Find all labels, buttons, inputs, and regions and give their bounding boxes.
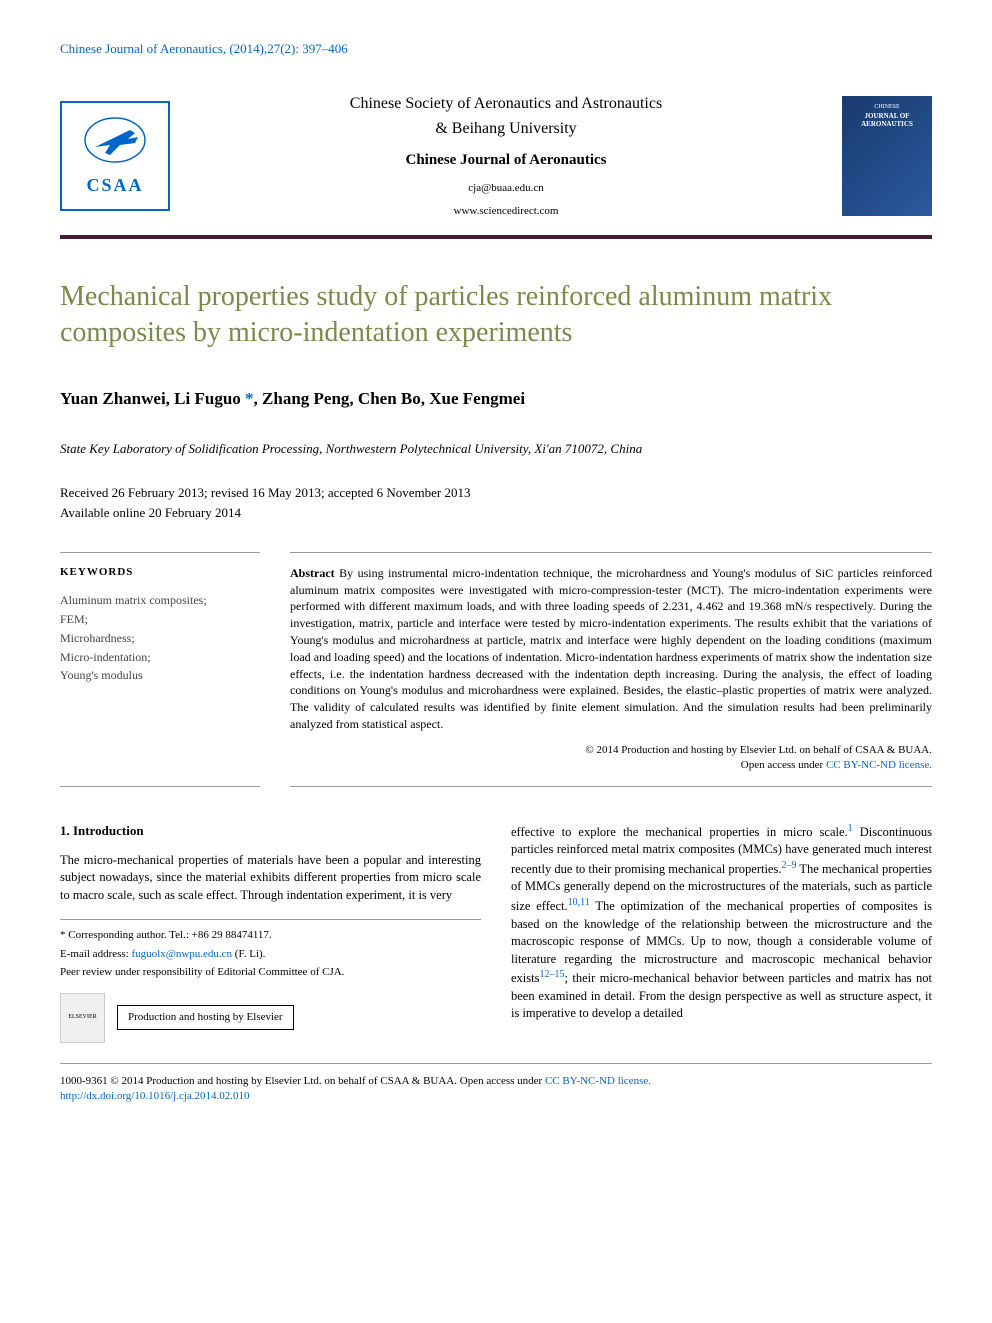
- authors-rest: , Zhang Peng, Chen Bo, Xue Fengmei: [254, 389, 526, 408]
- doi-link[interactable]: http://dx.doi.org/10.1016/j.cja.2014.02.…: [60, 1090, 250, 1102]
- body-columns: 1. Introduction The micro-mechanical pro…: [60, 822, 932, 1043]
- keywords-box: KEYWORDS Aluminum matrix composites; FEM…: [60, 552, 260, 787]
- logo-abbreviation: CSAA: [86, 173, 143, 198]
- keyword-item: Aluminum matrix composites;: [60, 592, 260, 609]
- journal-email: cja@buaa.edu.cn: [190, 181, 822, 196]
- intro-heading: 1. Introduction: [60, 822, 481, 840]
- cover-prefix: CHINESE: [874, 104, 899, 111]
- body-text: ; their micro-mechanical behavior betwee…: [511, 971, 932, 1020]
- keywords-heading: KEYWORDS: [60, 565, 260, 580]
- issn-line: 1000-9361 © 2014 Production and hosting …: [60, 1075, 460, 1087]
- journal-website: www.sciencedirect.com: [190, 204, 822, 219]
- masthead-center: Chinese Society of Aeronautics and Astro…: [170, 93, 842, 220]
- email-footnote: E-mail address: fuguolx@nwpu.edu.cn (F. …: [60, 947, 481, 962]
- abstract-box: Abstract By using instrumental micro-ind…: [290, 552, 932, 787]
- reference-link[interactable]: 12–15: [539, 969, 564, 980]
- copyright-text: © 2014 Production and hosting by Elsevie…: [585, 744, 932, 756]
- email-suffix: (F. Li).: [232, 948, 265, 960]
- footer-meta: 1000-9361 © 2014 Production and hosting …: [60, 1063, 932, 1105]
- email-label: E-mail address:: [60, 948, 131, 960]
- footer-license-prefix: Open access under: [460, 1075, 545, 1087]
- corresponding-footnote: * Corresponding author. Tel.: +86 29 884…: [60, 928, 481, 943]
- article-title: Mechanical properties study of particles…: [60, 279, 932, 352]
- keyword-item: Micro-indentation;: [60, 649, 260, 666]
- journal-cover-thumbnail: CHINESE JOURNAL OF AERONAUTICS: [842, 96, 932, 216]
- keywords-list: Aluminum matrix composites; FEM; Microha…: [60, 592, 260, 684]
- hosting-statement: Production and hosting by Elsevier: [117, 1005, 294, 1030]
- keyword-item: Microhardness;: [60, 630, 260, 647]
- abstract-copyright: © 2014 Production and hosting by Elsevie…: [290, 743, 932, 774]
- society-name-line2: & Beihang University: [190, 118, 822, 140]
- plane-icon: [80, 115, 150, 165]
- body-column-left: 1. Introduction The micro-mechanical pro…: [60, 822, 481, 1043]
- keyword-item: FEM;: [60, 611, 260, 628]
- reference-link[interactable]: 10,11: [568, 897, 590, 908]
- cover-line2: AERONAUTICS: [861, 120, 913, 128]
- footnotes: * Corresponding author. Tel.: +86 29 884…: [60, 919, 481, 1042]
- elsevier-box: ELSEVIER Production and hosting by Elsev…: [60, 993, 481, 1043]
- license-prefix: Open access under: [741, 759, 826, 771]
- cover-line1: JOURNAL OF: [865, 112, 910, 120]
- body-text: effective to explore the mechanical prop…: [511, 825, 848, 839]
- society-name-line1: Chinese Society of Aeronautics and Astro…: [190, 93, 822, 115]
- authors-line: Yuan Zhanwei, Li Fuguo *, Zhang Peng, Ch…: [60, 387, 932, 411]
- footer-license-link[interactable]: CC BY-NC-ND license.: [545, 1075, 651, 1087]
- reference-link[interactable]: 2–9: [781, 860, 796, 871]
- header-citation: Chinese Journal of Aeronautics, (2014),2…: [60, 40, 932, 58]
- journal-name: Chinese Journal of Aeronautics: [190, 150, 822, 171]
- abstract-section: KEYWORDS Aluminum matrix composites; FEM…: [60, 552, 932, 787]
- abstract-text: By using instrumental micro-indentation …: [290, 566, 932, 731]
- license-link[interactable]: CC BY-NC-ND license.: [826, 759, 932, 771]
- received-date: Received 26 February 2013; revised 16 Ma…: [60, 484, 932, 502]
- corresponding-author-mark: *: [245, 389, 254, 408]
- email-link[interactable]: fuguolx@nwpu.edu.cn: [131, 948, 232, 960]
- body-column-right: effective to explore the mechanical prop…: [511, 822, 932, 1043]
- elsevier-logo-icon: ELSEVIER: [60, 993, 105, 1043]
- keyword-item: Young's modulus: [60, 667, 260, 684]
- masthead: CSAA Chinese Society of Aeronautics and …: [60, 78, 932, 239]
- body-paragraph: effective to explore the mechanical prop…: [511, 822, 932, 1023]
- intro-paragraph: The micro-mechanical properties of mater…: [60, 852, 481, 905]
- available-date: Available online 20 February 2014: [60, 504, 932, 522]
- society-logo: CSAA: [60, 101, 170, 211]
- abstract-label: Abstract: [290, 566, 335, 580]
- affiliation: State Key Laboratory of Solidification P…: [60, 440, 932, 458]
- article-dates: Received 26 February 2013; revised 16 Ma…: [60, 484, 932, 522]
- authors-first: Yuan Zhanwei, Li Fuguo: [60, 389, 245, 408]
- peer-review-note: Peer review under responsibility of Edit…: [60, 965, 481, 980]
